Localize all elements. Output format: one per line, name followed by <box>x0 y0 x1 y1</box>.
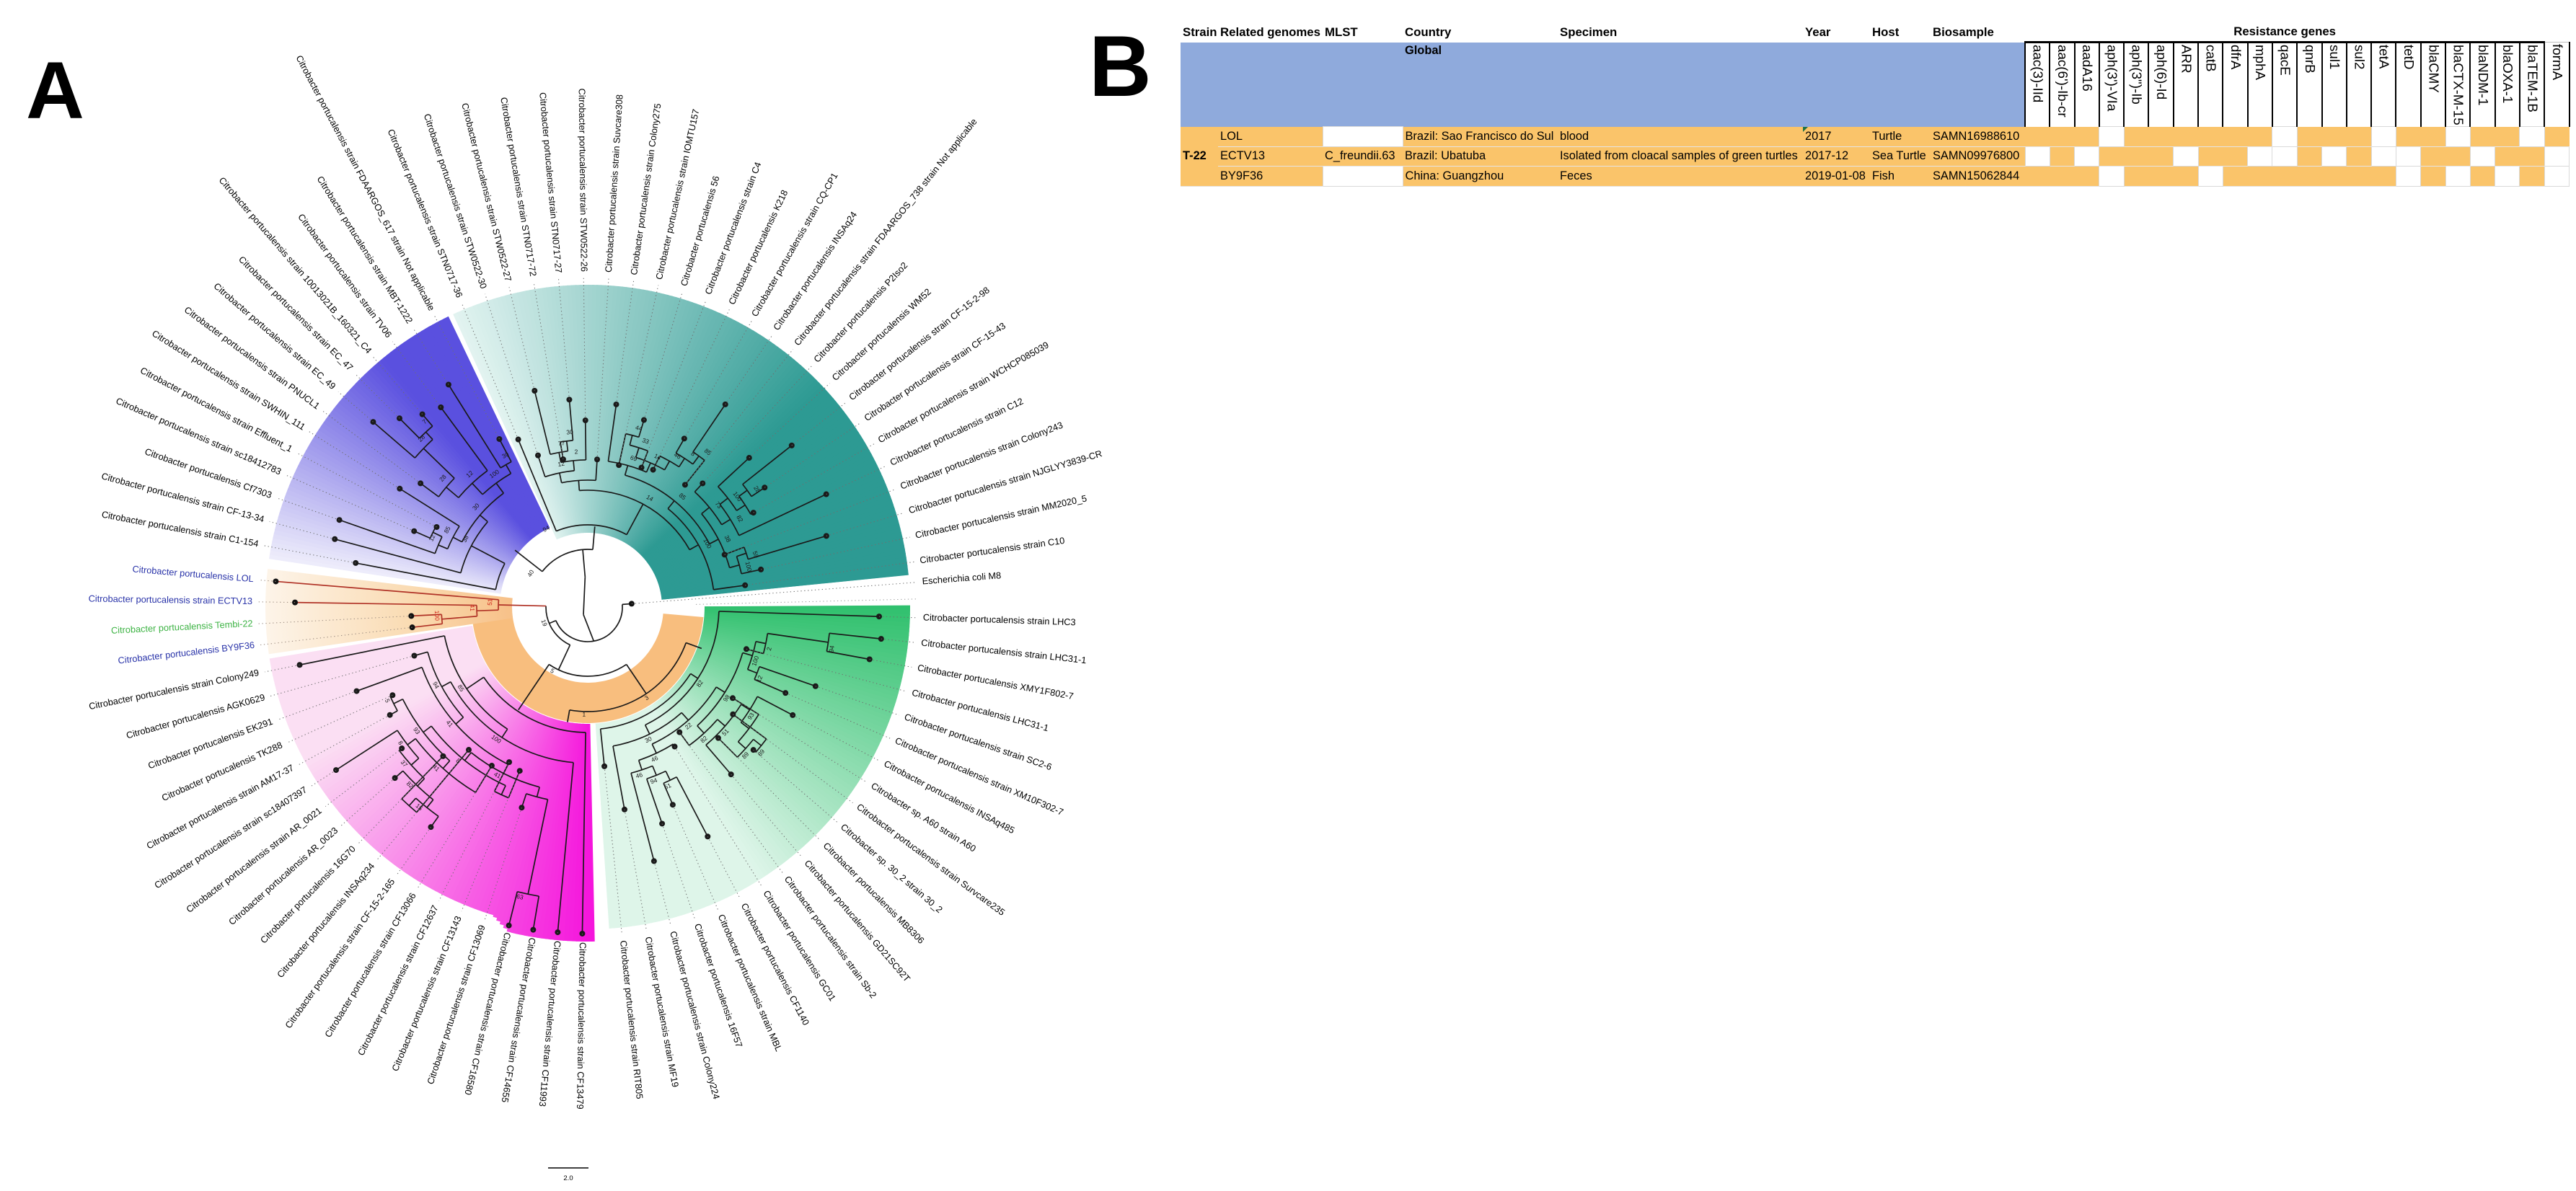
svg-text:63: 63 <box>516 893 524 901</box>
svg-text:94: 94 <box>431 681 441 690</box>
svg-text:5: 5 <box>384 698 392 704</box>
svg-text:Citrobacter portucalensis stra: Citrobacter portucalensis strain ECTV13 <box>89 593 253 607</box>
svg-text:38: 38 <box>461 534 470 544</box>
svg-text:1: 1 <box>582 711 586 718</box>
svg-text:69: 69 <box>630 453 638 462</box>
svg-text:8: 8 <box>397 739 405 746</box>
svg-text:12: 12 <box>754 674 764 683</box>
svg-text:Citrobacter portucalensis stra: Citrobacter portucalensis strain RIT805 <box>618 940 645 1099</box>
svg-text:14: 14 <box>653 452 663 461</box>
svg-text:59: 59 <box>751 550 760 559</box>
svg-text:Citrobacter portucalensis stra: Citrobacter portucalensis strain C12 <box>888 396 1025 468</box>
svg-text:Citrobacter portucalensis stra: Citrobacter portucalensis strain CF13143 <box>389 914 464 1073</box>
svg-text:2.0: 2.0 <box>563 1174 573 1182</box>
svg-text:33: 33 <box>641 436 650 446</box>
svg-text:Citrobacter sp. A60 strain A60: Citrobacter sp. A60 strain A60 <box>869 780 978 854</box>
svg-text:7: 7 <box>420 417 428 425</box>
svg-text:94: 94 <box>827 645 836 652</box>
svg-text:Citrobacter portucalensis stra: Citrobacter portucalensis strain Suvcare… <box>603 94 625 273</box>
svg-text:3: 3 <box>643 694 650 701</box>
svg-text:38: 38 <box>723 534 733 544</box>
svg-text:Citrobacter portucalensis stra: Citrobacter portucalensis strain LHC31-1 <box>921 637 1088 666</box>
svg-text:12: 12 <box>557 460 565 469</box>
svg-text:Citrobacter portucalensis stra: Citrobacter portucalensis strain STW0522… <box>577 89 590 273</box>
svg-text:Citrobacter portucalensis CF11: Citrobacter portucalensis CF1140 <box>739 901 812 1027</box>
svg-text:46: 46 <box>635 771 643 779</box>
svg-text:Citrobacter portucalensis Temb: Citrobacter portucalensis Tembi-22 <box>111 618 253 636</box>
svg-text:Citrobacter portucalensis stra: Citrobacter portucalensis strain STN0717… <box>386 128 465 299</box>
svg-text:14: 14 <box>645 493 654 503</box>
svg-text:77: 77 <box>557 439 565 447</box>
svg-text:100: 100 <box>744 561 754 572</box>
svg-text:19: 19 <box>540 619 550 628</box>
svg-text:40: 40 <box>526 568 536 577</box>
svg-text:Citrobacter portucalensis GC01: Citrobacter portucalensis GC01 <box>761 888 838 1003</box>
svg-text:12: 12 <box>427 533 436 542</box>
svg-text:Citrobacter portucalensis BY9F: Citrobacter portucalensis BY9F36 <box>118 639 255 666</box>
svg-text:30: 30 <box>566 428 574 436</box>
svg-text:Citrobacter portucalensis LOL: Citrobacter portucalensis LOL <box>132 563 254 584</box>
svg-text:8: 8 <box>689 450 697 458</box>
svg-text:Citrobacter portucalensis stra: Citrobacter portucalensis strain Colony2… <box>899 420 1064 492</box>
svg-text:2: 2 <box>574 448 578 455</box>
svg-text:94: 94 <box>649 776 658 786</box>
svg-text:41: 41 <box>469 604 476 611</box>
svg-text:Citrobacter portucalensis stra: Citrobacter portucalensis strain STN0717… <box>537 92 564 273</box>
svg-text:2: 2 <box>765 646 773 651</box>
svg-text:41: 41 <box>493 770 502 779</box>
svg-text:82: 82 <box>735 514 745 523</box>
svg-text:Citrobacter portucalensis stra: Citrobacter portucalensis strain Colony2… <box>628 102 663 275</box>
svg-text:100: 100 <box>433 610 441 621</box>
svg-text:85: 85 <box>442 525 451 534</box>
svg-text:51: 51 <box>486 598 493 606</box>
svg-text:44: 44 <box>635 424 643 433</box>
svg-text:100: 100 <box>750 655 760 667</box>
svg-text:Citrobacter portucalensis stra: Citrobacter portucalensis strain C10 <box>919 535 1065 566</box>
svg-text:Escherichia coli M8: Escherichia coli M8 <box>922 570 1002 586</box>
svg-text:8: 8 <box>455 757 462 765</box>
svg-text:51: 51 <box>663 782 672 791</box>
svg-text:5: 5 <box>550 667 556 675</box>
svg-text:30: 30 <box>500 451 510 460</box>
svg-text:30: 30 <box>644 735 653 744</box>
svg-text:Citrobacter portucalensis stra: Citrobacter portucalensis strain CF13479 <box>575 942 588 1110</box>
svg-text:Citrobacter portucalensis stra: Citrobacter portucalensis strain LHC3 <box>923 611 1076 627</box>
svg-text:46: 46 <box>650 754 659 763</box>
svg-text:Citrobacter portucalensis stra: Citrobacter portucalensis strain MBL <box>716 913 785 1053</box>
svg-text:94: 94 <box>542 524 551 533</box>
svg-text:Citrobacter portucalensis stra: Citrobacter portucalensis strain CF11993 <box>537 940 563 1107</box>
